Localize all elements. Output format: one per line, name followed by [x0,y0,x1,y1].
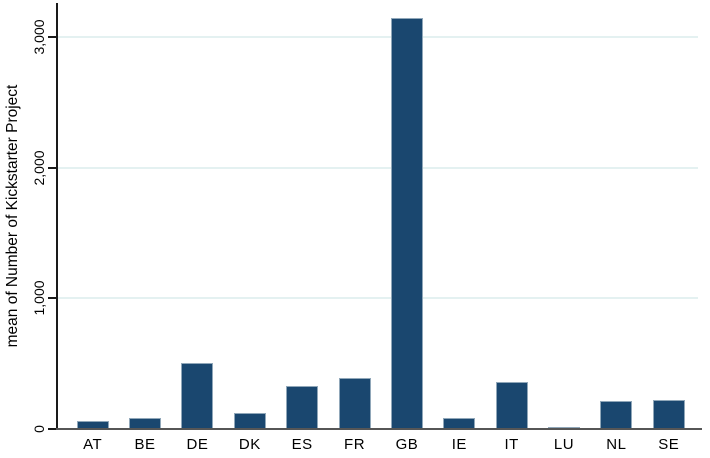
bar-es [286,385,319,429]
x-tick-label-es: ES [291,436,313,453]
y-tick-label: 3,000 [31,19,47,55]
x-tick-label-se: SE [658,436,680,453]
bar-nl [600,400,633,429]
x-tick-label-gb: GB [395,436,419,453]
bar-se [652,399,685,429]
x-tick-label-ie: IE [451,436,467,453]
x-tick-label-nl: NL [606,436,627,453]
y-tick [48,36,56,39]
y-axis-line [56,3,58,429]
bar-dk [233,412,266,429]
x-tick-label-it: IT [504,436,519,453]
x-tick-label-de: DE [186,436,209,453]
x-tick-label-dk: DK [238,436,261,453]
x-tick-label-at: AT [83,436,103,453]
x-tick-label-fr: FR [344,436,366,453]
y-tick [48,166,56,169]
y-tick-label: 0 [31,425,47,433]
y-tick [48,428,56,430]
gridline [57,36,698,39]
x-axis-line [56,428,702,430]
y-tick [48,297,56,300]
plot-area [57,3,698,429]
bar-gb [390,17,423,429]
x-tick-label-lu: LU [553,436,575,453]
bar-it [495,382,528,429]
bar-fr [338,378,371,429]
gridline [57,297,698,300]
bar-de [181,363,214,429]
y-axis-title: mean of Number of Kickstarter Project [4,84,21,348]
y-tick-label: 2,000 [31,150,47,186]
y-tick-label: 1,000 [31,280,47,316]
x-tick-label-be: BE [134,436,156,453]
gridline [57,166,698,169]
